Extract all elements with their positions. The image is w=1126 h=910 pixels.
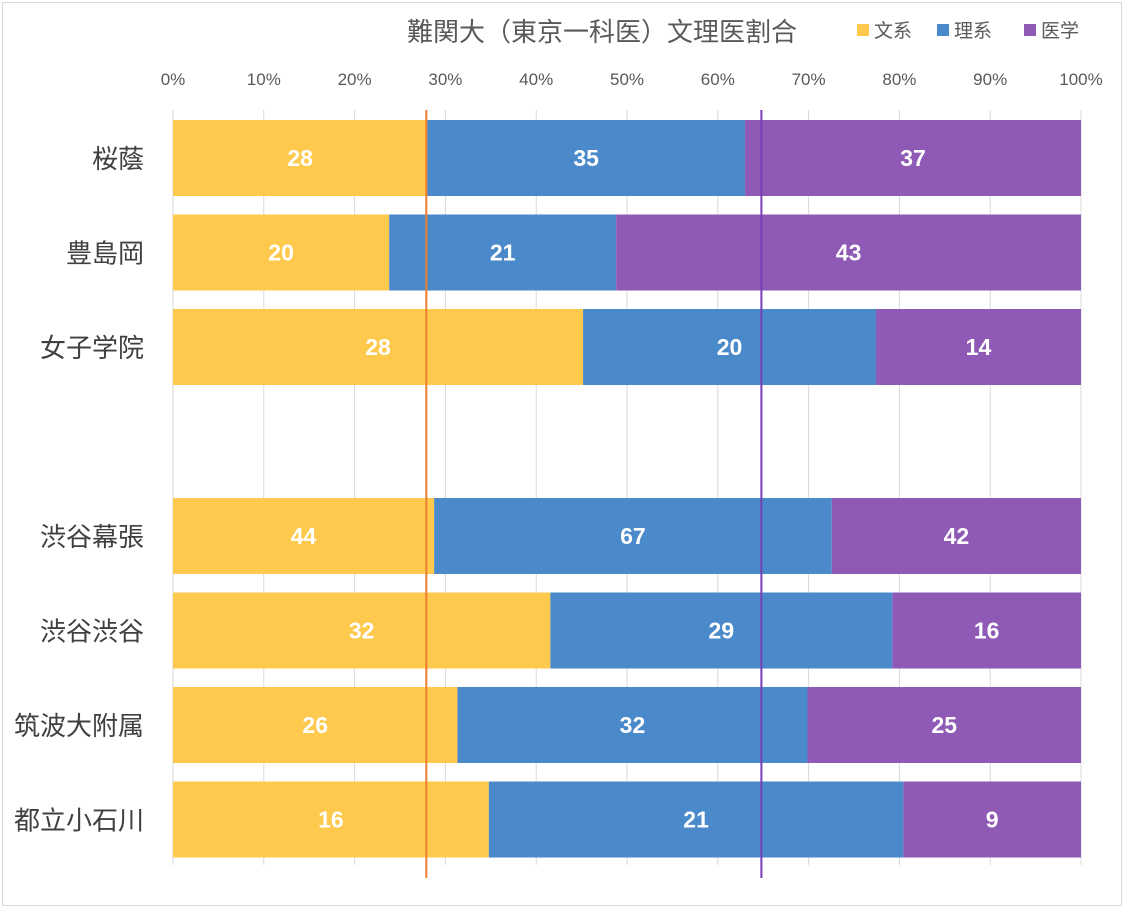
data-label: 25 xyxy=(931,712,957,738)
data-label: 21 xyxy=(490,240,516,266)
bar-segment xyxy=(173,120,428,196)
data-label: 16 xyxy=(318,807,344,833)
x-tick-label: 100% xyxy=(1059,70,1102,89)
bar-segment xyxy=(427,120,746,196)
data-label: 42 xyxy=(944,523,970,549)
bar-segment xyxy=(807,687,1081,763)
bar-segment xyxy=(173,309,584,385)
bar-segment xyxy=(173,214,390,291)
data-label: 43 xyxy=(836,240,862,266)
data-label: 37 xyxy=(900,145,926,171)
bar-segment xyxy=(173,781,489,858)
chart-title: 難関大（東京一科医）文理医割合 xyxy=(407,17,797,47)
data-label: 21 xyxy=(683,807,709,833)
data-label: 16 xyxy=(974,618,1000,644)
bar-segment xyxy=(831,498,1081,574)
bar-segment xyxy=(583,309,876,385)
x-tick-label: 80% xyxy=(882,70,916,89)
data-label: 28 xyxy=(365,334,391,360)
bar-segment xyxy=(875,309,1081,385)
category-label: 女子学院 xyxy=(40,333,144,363)
bar-segment xyxy=(616,214,1081,291)
category-label: 豊島岡 xyxy=(66,239,144,269)
legend-swatch xyxy=(937,24,949,36)
data-label: 9 xyxy=(986,807,999,833)
data-label: 35 xyxy=(573,145,599,171)
category-label: 渋谷幕張 xyxy=(40,522,144,552)
category-label: 渋谷渋谷 xyxy=(40,617,144,647)
x-tick-label: 70% xyxy=(792,70,826,89)
x-tick-label: 20% xyxy=(338,70,372,89)
bar-segment xyxy=(457,687,808,763)
bar-segment xyxy=(745,120,1081,196)
bar-segment xyxy=(434,498,832,574)
bar-segment xyxy=(173,687,458,763)
category-label: 都立小石川 xyxy=(14,806,144,836)
data-label: 14 xyxy=(966,334,992,360)
bar-segment xyxy=(903,781,1081,858)
x-tick-label: 0% xyxy=(161,70,186,89)
bar-segment xyxy=(173,498,435,574)
legend-swatch xyxy=(1024,24,1036,36)
bar-segment xyxy=(550,592,893,669)
data-label: 20 xyxy=(268,240,294,266)
legend: 文系 理系 医学 xyxy=(857,20,1079,42)
x-tick-label: 90% xyxy=(973,70,1007,89)
legend-label: 医学 xyxy=(1041,20,1079,42)
data-label: 29 xyxy=(709,618,735,644)
reference-lines xyxy=(425,110,763,878)
bar-segment xyxy=(488,781,904,858)
data-label: 44 xyxy=(291,523,317,549)
category-label: 桜蔭 xyxy=(92,144,144,174)
data-label: 28 xyxy=(287,145,313,171)
category-label: 筑波大附属 xyxy=(14,711,144,741)
bar-segment xyxy=(173,592,551,669)
x-tick-label: 30% xyxy=(428,70,462,89)
data-label: 26 xyxy=(302,712,328,738)
x-tick-label: 60% xyxy=(701,70,735,89)
data-label: 20 xyxy=(717,334,743,360)
x-tick-label: 10% xyxy=(247,70,281,89)
legend-label: 理系 xyxy=(954,20,992,42)
x-tick-label: 50% xyxy=(610,70,644,89)
legend-swatch xyxy=(857,24,869,36)
data-label: 32 xyxy=(620,712,646,738)
x-axis-ticks: 0% 10% 20% 30% 40% 50% 60% 70% 80% 90% 100% xyxy=(161,70,1103,89)
bars: 28 35 37 20 21 43 28 20 14 44 67 42 32 29 16 26 32 25 16 21… xyxy=(173,120,1081,858)
bar-segment xyxy=(892,592,1081,669)
legend-label: 文系 xyxy=(874,20,912,42)
x-tick-label: 40% xyxy=(519,70,553,89)
data-label: 67 xyxy=(620,523,646,549)
data-label: 32 xyxy=(349,618,375,644)
